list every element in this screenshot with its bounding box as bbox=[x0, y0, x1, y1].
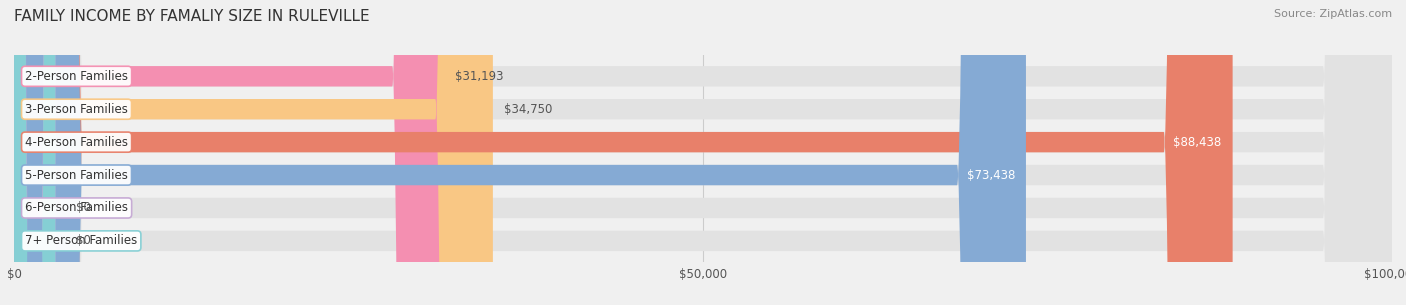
FancyBboxPatch shape bbox=[14, 0, 1233, 305]
FancyBboxPatch shape bbox=[14, 0, 1392, 305]
Text: $88,438: $88,438 bbox=[1174, 136, 1222, 149]
Text: $0: $0 bbox=[76, 202, 91, 214]
Text: $31,193: $31,193 bbox=[456, 70, 503, 83]
FancyBboxPatch shape bbox=[14, 0, 1392, 305]
FancyBboxPatch shape bbox=[14, 0, 1392, 305]
Text: 6-Person Families: 6-Person Families bbox=[25, 202, 128, 214]
Text: Source: ZipAtlas.com: Source: ZipAtlas.com bbox=[1274, 9, 1392, 19]
FancyBboxPatch shape bbox=[14, 0, 1392, 305]
Text: 5-Person Families: 5-Person Families bbox=[25, 169, 128, 181]
Text: $34,750: $34,750 bbox=[503, 103, 553, 116]
Text: 7+ Person Families: 7+ Person Families bbox=[25, 235, 138, 247]
Text: 3-Person Families: 3-Person Families bbox=[25, 103, 128, 116]
FancyBboxPatch shape bbox=[14, 0, 444, 305]
FancyBboxPatch shape bbox=[14, 0, 1392, 305]
FancyBboxPatch shape bbox=[14, 0, 1392, 305]
FancyBboxPatch shape bbox=[14, 0, 494, 305]
Text: 2-Person Families: 2-Person Families bbox=[25, 70, 128, 83]
Text: FAMILY INCOME BY FAMALIY SIZE IN RULEVILLE: FAMILY INCOME BY FAMALIY SIZE IN RULEVIL… bbox=[14, 9, 370, 24]
FancyBboxPatch shape bbox=[14, 0, 1026, 305]
Text: $73,438: $73,438 bbox=[966, 169, 1015, 181]
Text: 4-Person Families: 4-Person Families bbox=[25, 136, 128, 149]
Text: $0: $0 bbox=[76, 235, 91, 247]
FancyBboxPatch shape bbox=[14, 0, 55, 305]
FancyBboxPatch shape bbox=[14, 0, 55, 305]
